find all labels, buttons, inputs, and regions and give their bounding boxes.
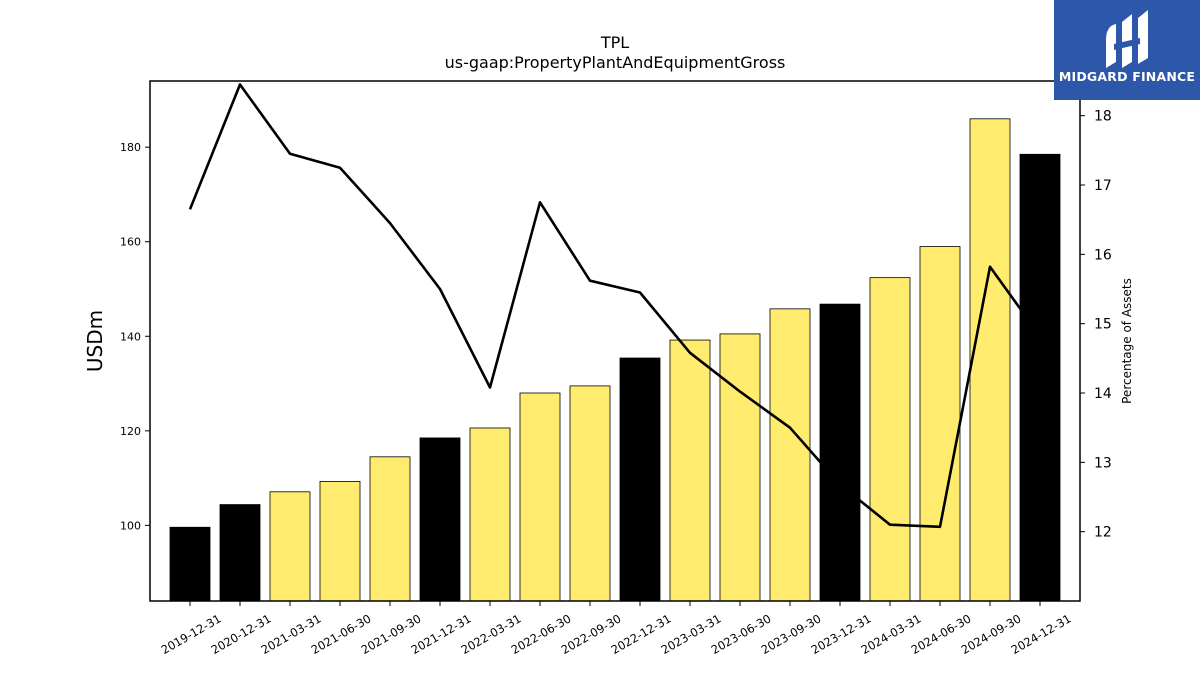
bar-2019-12-31 — [169, 526, 211, 602]
right-axis: 12 13 14 15 16 17 18 — [1080, 109, 1112, 541]
bar-2022-09-30 — [569, 385, 611, 602]
y-tick-label-120: 120 — [120, 425, 141, 438]
bar-2023-03-31 — [669, 339, 711, 602]
bar-2024-09-30 — [969, 118, 1011, 602]
midgard-finance-logo: MIDGARD FINANCE — [1054, 0, 1200, 100]
bar-2021-09-30 — [369, 456, 411, 602]
bar-2022-06-30 — [519, 392, 561, 602]
bar-2024-12-31 — [1019, 153, 1061, 602]
chart-subtitle: us-gaap:PropertyPlantAndEquipmentGross — [445, 53, 786, 72]
bar-2023-09-30 — [769, 308, 811, 602]
logo-text: MIDGARD FINANCE — [1058, 69, 1196, 84]
bar-2021-03-31 — [269, 491, 311, 602]
percentage-line — [188, 83, 1042, 529]
bars-layer — [169, 118, 1061, 602]
bar-2022-03-31 — [469, 427, 511, 602]
y-tick-label-160: 160 — [120, 236, 141, 249]
y2-tick-label-18: 18 — [1094, 109, 1112, 125]
x-axis: 2019-12-312020-12-312021-03-312021-06-30… — [159, 601, 1074, 657]
y2-tick-label-12: 12 — [1094, 525, 1112, 541]
bar-2021-06-30 — [319, 480, 361, 602]
y2-axis-label: Percentage of Assets — [1120, 278, 1134, 404]
y-tick-label-100: 100 — [120, 519, 141, 532]
bar-2022-12-31 — [619, 357, 661, 602]
midgard-logo-icon — [1106, 10, 1148, 68]
line-layer — [188, 83, 1042, 529]
bar-2020-12-31 — [219, 504, 261, 602]
bar-2024-06-30 — [919, 246, 961, 602]
y-tick-label-140: 140 — [120, 330, 141, 343]
plot-frame — [149, 80, 1081, 602]
y2-tick-label-16: 16 — [1094, 247, 1112, 263]
left-axis: 100 120 140 160 180 — [120, 141, 150, 532]
bar-2023-06-30 — [719, 333, 761, 602]
y2-tick-label-17: 17 — [1094, 178, 1112, 194]
bar-2021-12-31 — [419, 437, 461, 602]
bar-2024-03-31 — [869, 277, 911, 602]
y-tick-label-180: 180 — [120, 141, 141, 154]
bar-2023-12-31 — [819, 303, 861, 602]
chart-title: TPL — [600, 33, 629, 52]
y2-tick-label-15: 15 — [1094, 317, 1112, 333]
y-axis-label: USDm — [83, 310, 107, 372]
y2-tick-label-13: 13 — [1094, 455, 1112, 471]
y2-tick-label-14: 14 — [1094, 386, 1112, 402]
